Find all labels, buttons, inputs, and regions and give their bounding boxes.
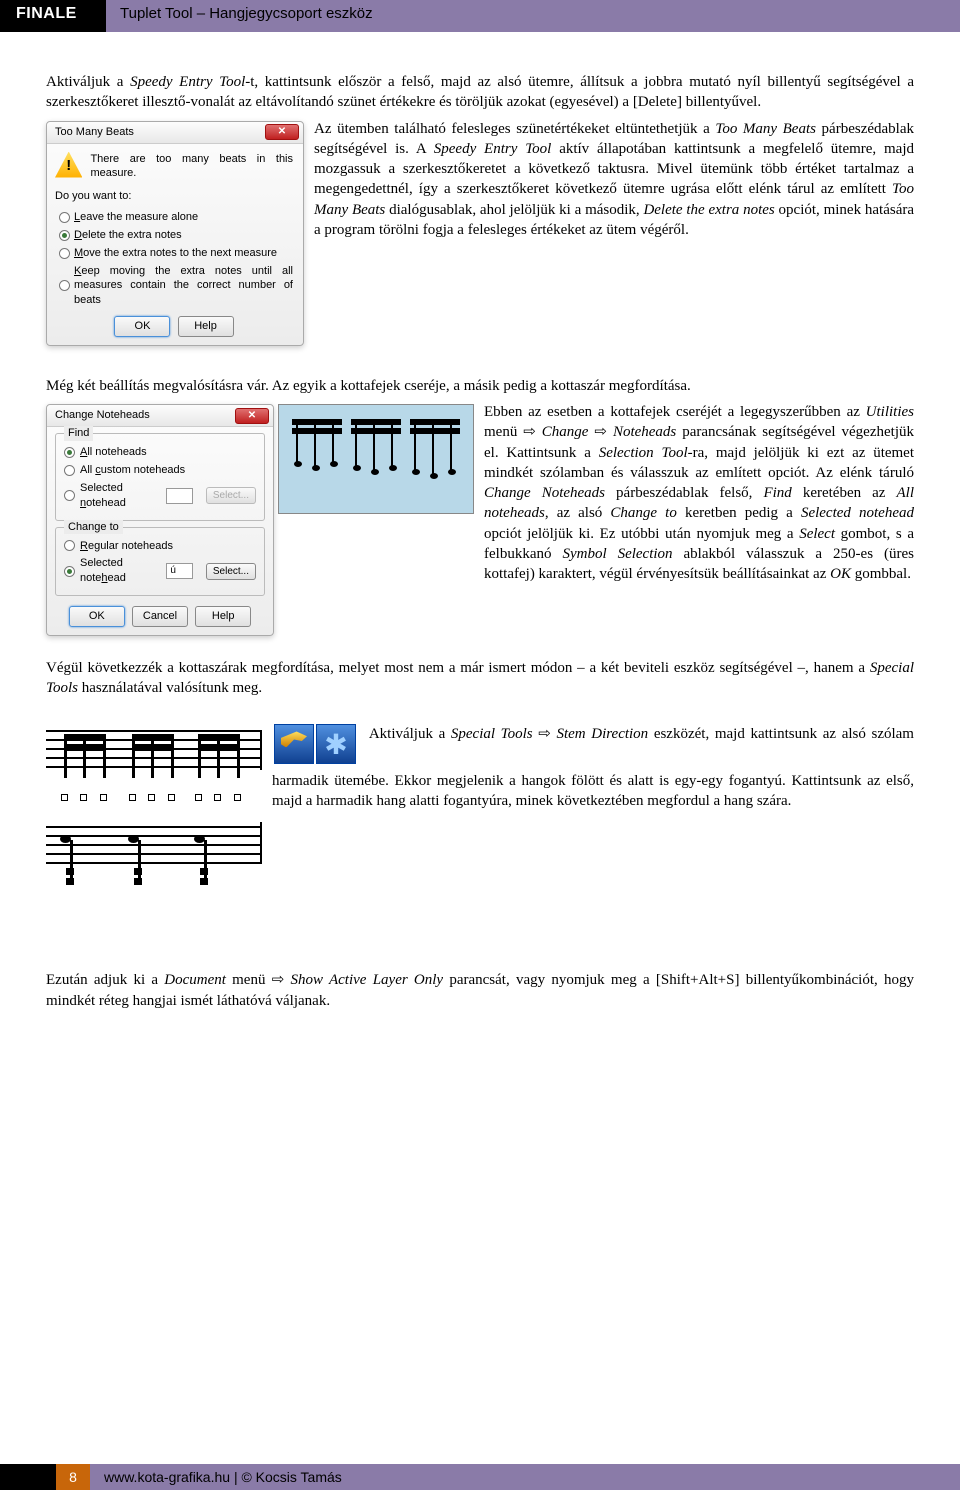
dialog2-titlebar: Change Noteheads ✕ (47, 405, 273, 427)
music-snippet-noteheads (278, 404, 474, 514)
paragraph-2-intro: Még két beállítás megvalósításra vár. Az… (46, 376, 914, 396)
dialog-too-many-beats: Too Many Beats ✕ There are too many beat… (46, 121, 304, 346)
option-move-next[interactable]: Move the extra notes to the next measure (59, 246, 293, 261)
option-leave-alone[interactable]: Leave the measure alone (59, 210, 293, 225)
option-all-noteheads[interactable]: All noteheads (64, 445, 256, 460)
page-content: Aktiváljuk a Speedy Entry Tool-t, kattin… (0, 32, 960, 1011)
brand: FINALE (0, 0, 106, 32)
page-title: Tuplet Tool – Hangjegycsoport eszköz (106, 0, 960, 32)
option-selected-change[interactable]: Selected notehead ú Select... (64, 556, 256, 586)
notehead-field[interactable]: ú (166, 563, 192, 579)
footer-text: www.kota-grafika.hu | © Kocsis Tamás (90, 1464, 960, 1490)
footer-accent (0, 1464, 56, 1490)
dialog-change-noteheads: Change Noteheads ✕ Find All noteheads Al… (46, 404, 274, 636)
option-all-custom[interactable]: All custom noteheads (64, 463, 256, 478)
dialog1-message: There are too many beats in this measure… (90, 152, 293, 182)
option-keep-moving[interactable]: Keep moving the extra notes until all me… (59, 264, 293, 309)
special-tools-icon (274, 724, 314, 764)
select-button-find[interactable]: Select... (206, 487, 256, 505)
paragraph-3: Végül következzék a kottaszárak megfordí… (46, 658, 914, 699)
help-button[interactable]: Help (178, 316, 234, 337)
option-delete-extra[interactable]: Delete the extra notes (59, 228, 293, 243)
page-footer: 8 www.kota-grafika.hu | © Kocsis Tamás (0, 1464, 960, 1490)
dialog1-titlebar: Too Many Beats ✕ (47, 122, 303, 144)
stem-direction-icon (316, 724, 356, 764)
group-change-label: Change to (64, 520, 123, 535)
warning-icon (55, 152, 82, 178)
paragraph-5: Ezután adjuk ki a Document menü ⇨ Show A… (46, 970, 914, 1011)
option-selected-find[interactable]: Selected notehead Select... (64, 481, 256, 511)
close-icon[interactable]: ✕ (235, 408, 269, 424)
option-regular[interactable]: Regular noteheads (64, 539, 256, 554)
dialog1-title: Too Many Beats (55, 125, 134, 140)
ok-button[interactable]: OK (114, 316, 170, 337)
dialog2-title: Change Noteheads (55, 408, 150, 423)
cancel-button[interactable]: Cancel (132, 606, 188, 627)
dialog1-question: Do you want to: (55, 189, 293, 204)
stem-direction-diagram (46, 726, 262, 896)
paragraph-1-intro: Aktiváljuk a Speedy Entry Tool-t, kattin… (46, 72, 914, 113)
help-button[interactable]: Help (195, 606, 251, 627)
page-number: 8 (56, 1464, 90, 1490)
ok-button[interactable]: OK (69, 606, 125, 627)
page-header: FINALE Tuplet Tool – Hangjegycsoport esz… (0, 0, 960, 32)
close-icon[interactable]: ✕ (265, 124, 299, 140)
select-button-change[interactable]: Select... (206, 563, 256, 581)
group-find-label: Find (64, 426, 93, 441)
